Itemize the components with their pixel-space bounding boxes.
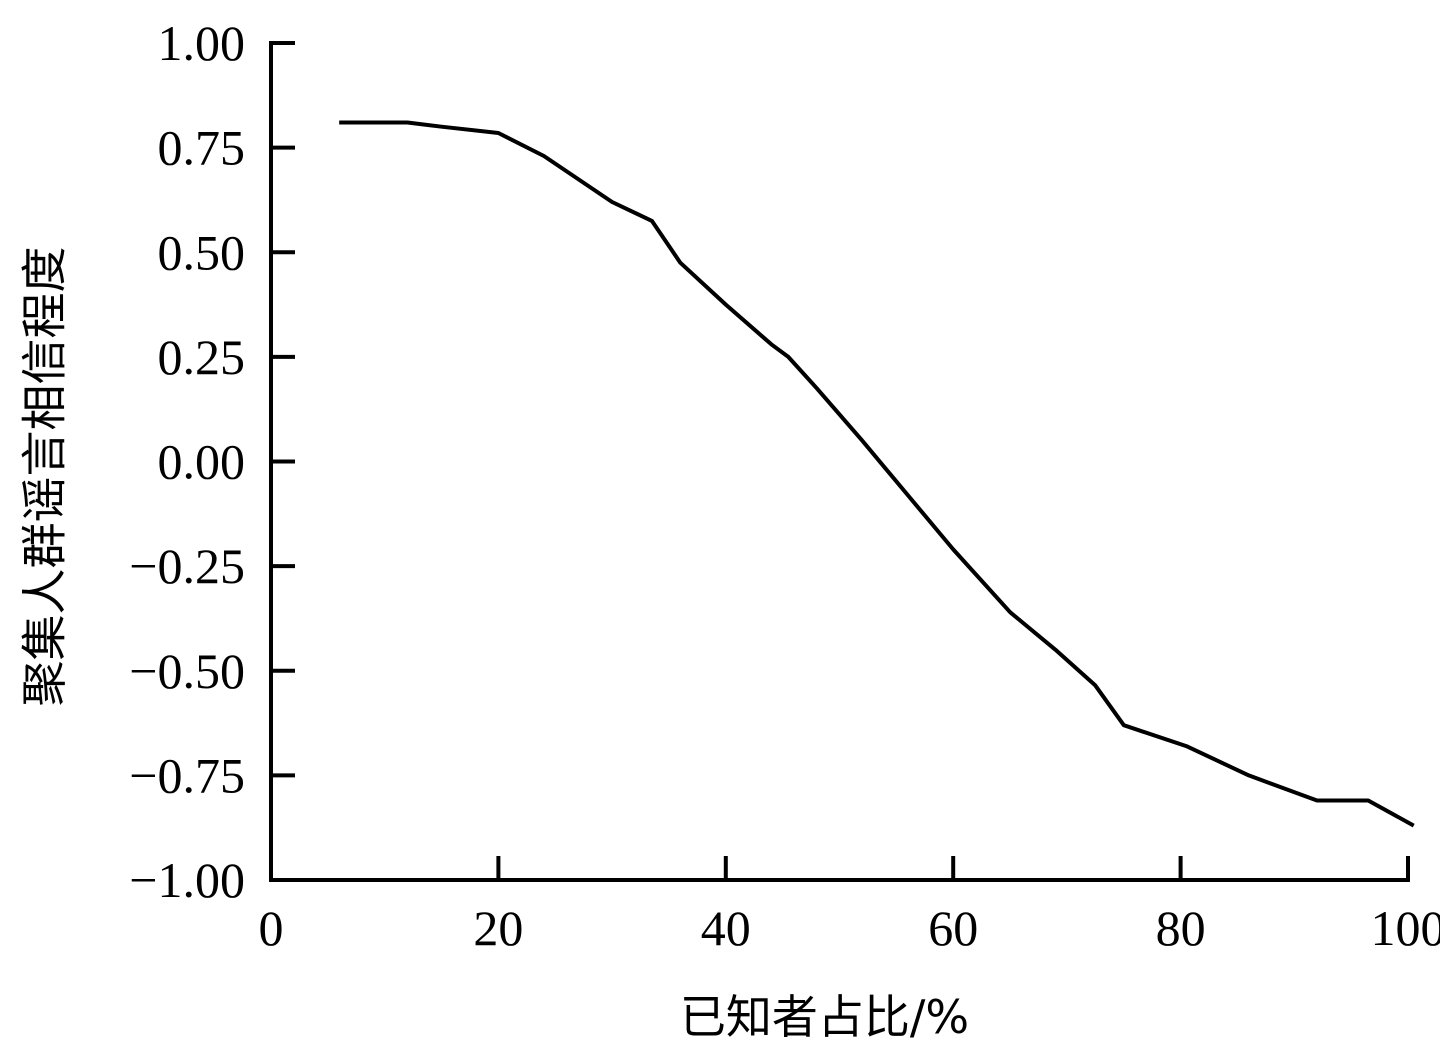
y-tick-label: 0.25 — [158, 329, 246, 385]
y-ticks: 1.00 0.75 0.50 0.25 0.00 −0.25 −0.50 −0.75 −1.00 — [129, 15, 295, 908]
x-tick-label: 0 — [259, 900, 284, 956]
y-tick-label: 0.00 — [158, 434, 246, 490]
y-tick-label: 1.00 — [158, 15, 246, 71]
x-ticks: 0 20 40 60 80 100 — [259, 856, 1440, 956]
series-group — [339, 120, 1415, 828]
y-tick-label: −0.25 — [129, 538, 245, 594]
x-tick-label: 40 — [701, 900, 751, 956]
x-tick-label: 60 — [928, 900, 978, 956]
y-axis-label: 聚集人群谣言相信程度 — [18, 247, 72, 707]
y-tick-label: −0.75 — [129, 747, 245, 803]
y-tick-label: −1.00 — [129, 852, 245, 908]
y-tick-label: −0.50 — [129, 643, 245, 699]
x-axis-label: 已知者占比/% — [680, 990, 969, 1044]
y-tick-label: 0.50 — [158, 224, 246, 280]
y-tick-label: 0.75 — [158, 120, 246, 176]
x-tick-label: 20 — [473, 900, 523, 956]
axes — [269, 41, 1410, 882]
x-tick-label: 100 — [1371, 900, 1440, 956]
series-line — [339, 120, 1415, 828]
x-tick-label: 80 — [1156, 900, 1206, 956]
